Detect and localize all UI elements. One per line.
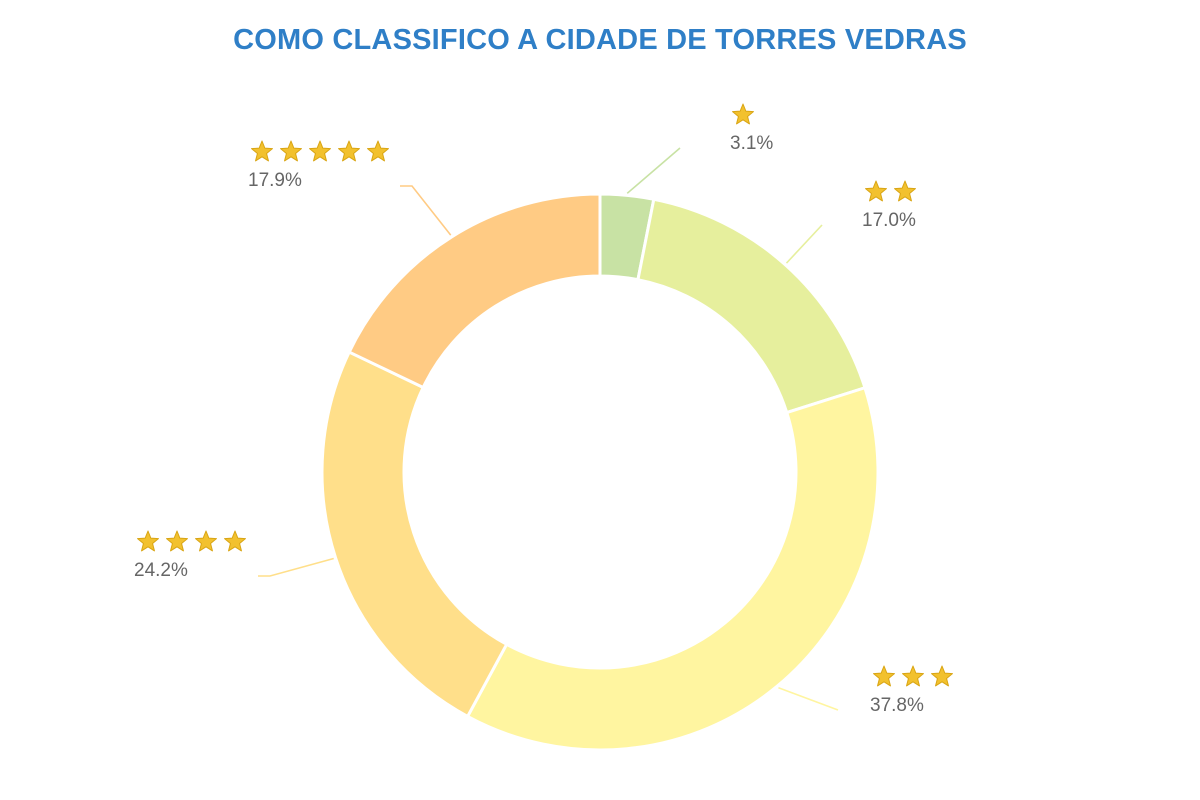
slice-4-stars[interactable] bbox=[320, 350, 509, 718]
leader-line-1-stars bbox=[626, 147, 681, 194]
donut-slices bbox=[320, 192, 880, 752]
slice-value-label: 17.9% bbox=[248, 170, 302, 191]
rating-stars-icon bbox=[251, 140, 389, 162]
leader-line-5-stars bbox=[400, 185, 452, 236]
leader-line-2-stars bbox=[785, 224, 823, 264]
star-icon bbox=[367, 140, 389, 162]
leader-line-3-stars bbox=[778, 686, 839, 711]
leader-line-4-stars bbox=[258, 557, 334, 577]
star-icon bbox=[873, 665, 895, 687]
star-icon bbox=[137, 530, 159, 552]
slice-labels: 3.1% 17.0% 37.8% 24.2% 17.9% bbox=[134, 103, 953, 716]
rating-stars-icon bbox=[865, 180, 916, 202]
rating-stars-icon bbox=[873, 665, 953, 687]
star-icon bbox=[894, 180, 916, 202]
slice-value-label: 37.8% bbox=[870, 695, 924, 716]
slice-5-stars[interactable] bbox=[347, 192, 602, 389]
star-icon bbox=[309, 140, 331, 162]
star-icon bbox=[902, 665, 924, 687]
star-icon bbox=[224, 530, 246, 552]
slice-value-label: 3.1% bbox=[730, 133, 773, 154]
slice-3-stars[interactable] bbox=[466, 386, 880, 752]
star-icon bbox=[338, 140, 360, 162]
star-icon bbox=[195, 530, 217, 552]
chart-title: COMO CLASSIFICO A CIDADE DE TORRES VEDRA… bbox=[233, 24, 967, 56]
star-icon bbox=[931, 665, 953, 687]
star-icon bbox=[732, 103, 754, 125]
rating-stars-icon bbox=[732, 103, 754, 125]
star-icon bbox=[865, 180, 887, 202]
slice-2-stars[interactable] bbox=[636, 197, 867, 415]
star-icon bbox=[166, 530, 188, 552]
slice-value-label: 24.2% bbox=[134, 560, 188, 581]
leader-lines bbox=[258, 147, 839, 711]
star-icon bbox=[280, 140, 302, 162]
slice-value-label: 17.0% bbox=[862, 210, 916, 231]
rating-stars-icon bbox=[137, 530, 246, 552]
star-icon bbox=[251, 140, 273, 162]
